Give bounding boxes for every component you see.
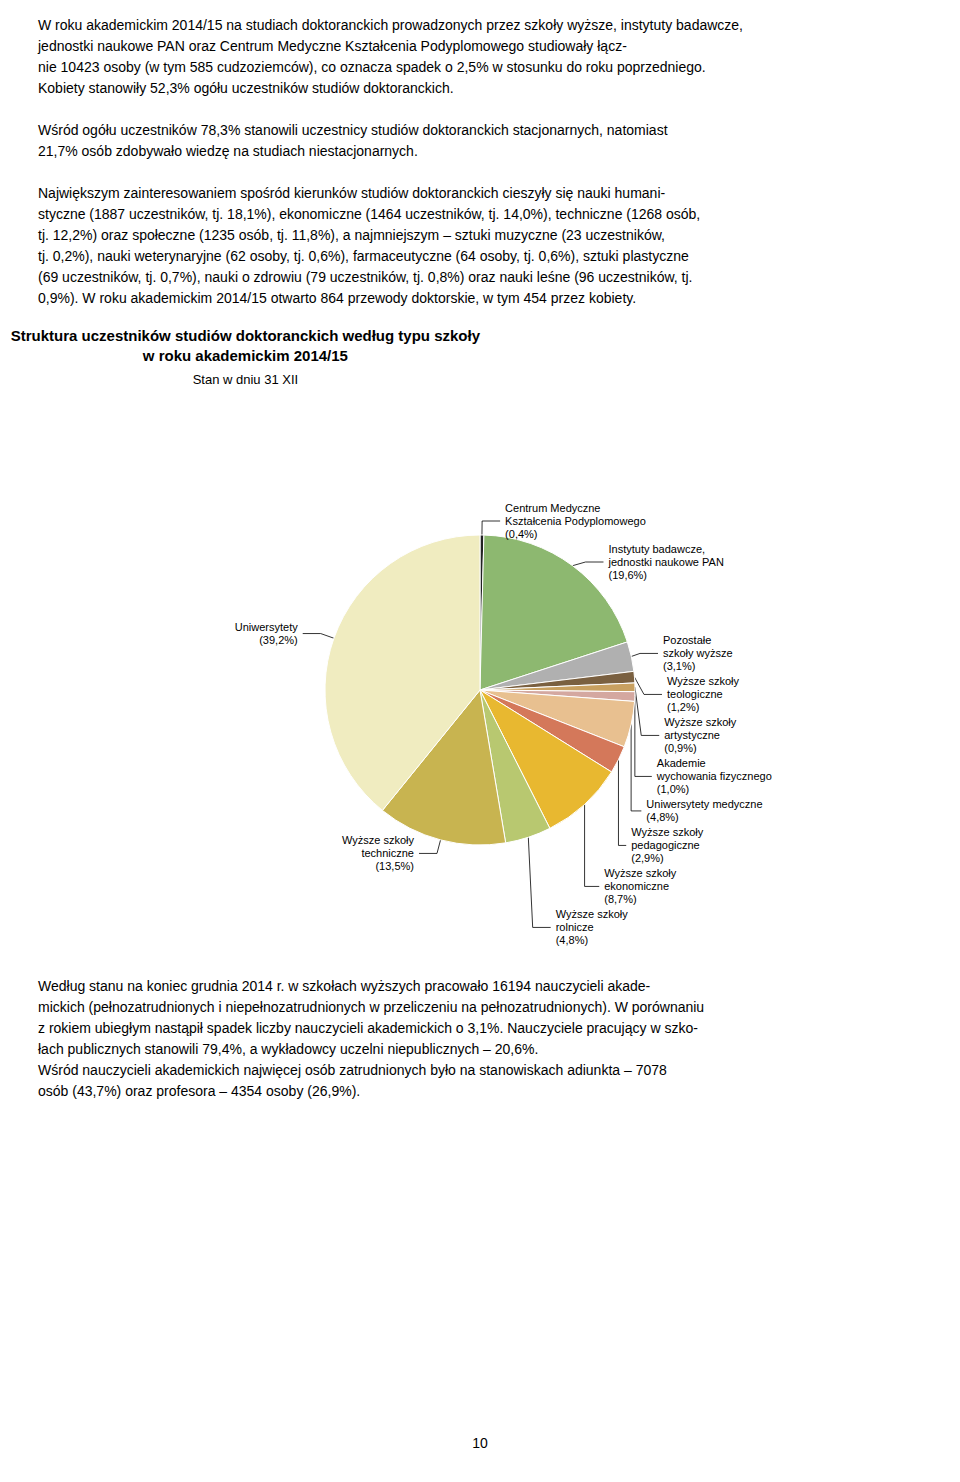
svg-text:Wyższe szkoły: Wyższe szkoły [667,675,740,687]
svg-text:(19,6%): (19,6%) [608,569,647,581]
svg-text:jednostki naukowe PAN oraz Cen: jednostki naukowe PAN oraz Centrum Medyc… [37,38,627,54]
svg-text:mickich (pełnozatrudnionych i: mickich (pełnozatrudnionych i niepełnoza… [38,999,704,1015]
svg-text:Centrum Medyczne: Centrum Medyczne [505,502,600,514]
svg-text:z rokiem ubiegłym nastąpił spa: z rokiem ubiegłym nastąpił spadek liczby… [38,1020,698,1036]
svg-text:(39,2%): (39,2%) [259,634,298,646]
svg-text:Pozostałe: Pozostałe [663,634,711,646]
svg-text:jednostki naukowe PAN: jednostki naukowe PAN [607,556,723,568]
svg-text:(3,1%): (3,1%) [663,660,695,672]
svg-text:pedagogiczne: pedagogiczne [631,839,700,851]
svg-text:Kształcenia Podyplomowego: Kształcenia Podyplomowego [505,515,646,527]
svg-text:10: 10 [472,1435,488,1451]
svg-text:W roku akademickim 2014/15 na: W roku akademickim 2014/15 na studiach d… [38,17,743,33]
svg-text:teologiczne: teologiczne [667,688,723,700]
svg-text:nie 10423 osoby (w tym 585 cud: nie 10423 osoby (w tym 585 cudzoziemców)… [38,59,706,75]
svg-text:Uniwersytety medyczne: Uniwersytety medyczne [646,798,762,810]
svg-text:w roku akademickim 2014/15: w roku akademickim 2014/15 [142,347,348,364]
svg-text:Wyższe szkoły: Wyższe szkoły [556,908,629,920]
svg-text:łach publicznych stanowili 79,: łach publicznych stanowili 79,4%, a wykł… [38,1041,538,1057]
svg-text:0,9%). W roku akademickim 2014: 0,9%). W roku akademickim 2014/15 otwart… [38,290,636,306]
svg-text:(1,2%): (1,2%) [667,701,699,713]
svg-text:(2,9%): (2,9%) [631,852,663,864]
svg-text:rolnicze: rolnicze [556,921,594,933]
svg-text:Instytuty badawcze,: Instytuty badawcze, [608,543,705,555]
svg-text:(1,0%): (1,0%) [657,783,689,795]
svg-text:osób (43,7%) oraz profesora –: osób (43,7%) oraz profesora – 4354 osoby… [38,1083,360,1099]
svg-text:(4,8%): (4,8%) [556,934,588,946]
svg-text:Wyższe szkoły: Wyższe szkoły [342,834,415,846]
svg-text:Wśród ogółu uczestników 78,3%: Wśród ogółu uczestników 78,3% stanowili … [38,122,668,138]
svg-text:styczne (1887 uczestników, tj.: styczne (1887 uczestników, tj. 18,1%), e… [38,206,700,222]
svg-text:Struktura uczestników studiów: Struktura uczestników studiów doktoranck… [11,327,481,344]
svg-text:Kobiety stanowiły 52,3% ogółu: Kobiety stanowiły 52,3% ogółu uczestnikó… [38,80,454,96]
svg-text:tj. 12,2%) oraz społeczne (123: tj. 12,2%) oraz społeczne (1235 osób, tj… [38,227,665,243]
svg-text:(4,8%): (4,8%) [646,811,678,823]
svg-text:techniczne: techniczne [361,847,414,859]
svg-text:Wyższe szkoły: Wyższe szkoły [604,867,677,879]
svg-text:Wśród nauczycieli akademickich: Wśród nauczycieli akademickich najwięcej… [38,1062,667,1078]
svg-text:wychowania fizycznego: wychowania fizycznego [656,770,772,782]
svg-text:Według stanu na koniec grudnia: Według stanu na koniec grudnia 2014 r. w… [38,978,651,994]
svg-text:21,7% osób zdobywało wiedzę na: 21,7% osób zdobywało wiedzę na studiach … [38,143,418,159]
svg-text:Największym zainteresowaniem s: Największym zainteresowaniem spośród kie… [38,185,665,201]
svg-text:Akademie: Akademie [657,757,706,769]
svg-text:(0,9%): (0,9%) [664,742,696,754]
svg-text:szkoły wyższe: szkoły wyższe [663,647,733,659]
svg-text:Uniwersytety: Uniwersytety [235,621,298,633]
svg-text:(13,5%): (13,5%) [375,860,414,872]
svg-text:(0,4%): (0,4%) [505,528,537,540]
svg-text:Wyższe szkoły: Wyższe szkoły [631,826,704,838]
svg-text:(8,7%): (8,7%) [604,893,636,905]
svg-text:ekonomiczne: ekonomiczne [604,880,669,892]
svg-text:tj. 0,2%), nauki weterynaryjne: tj. 0,2%), nauki weterynaryjne (62 osoby… [38,248,689,264]
svg-text:(69 uczestników, tj. 0,7%), na: (69 uczestników, tj. 0,7%), nauki o zdro… [38,269,692,285]
svg-text:artystyczne: artystyczne [664,729,720,741]
svg-text:Stan w dniu 31 XII: Stan w dniu 31 XII [193,372,299,387]
svg-text:Wyższe szkoły: Wyższe szkoły [664,716,737,728]
